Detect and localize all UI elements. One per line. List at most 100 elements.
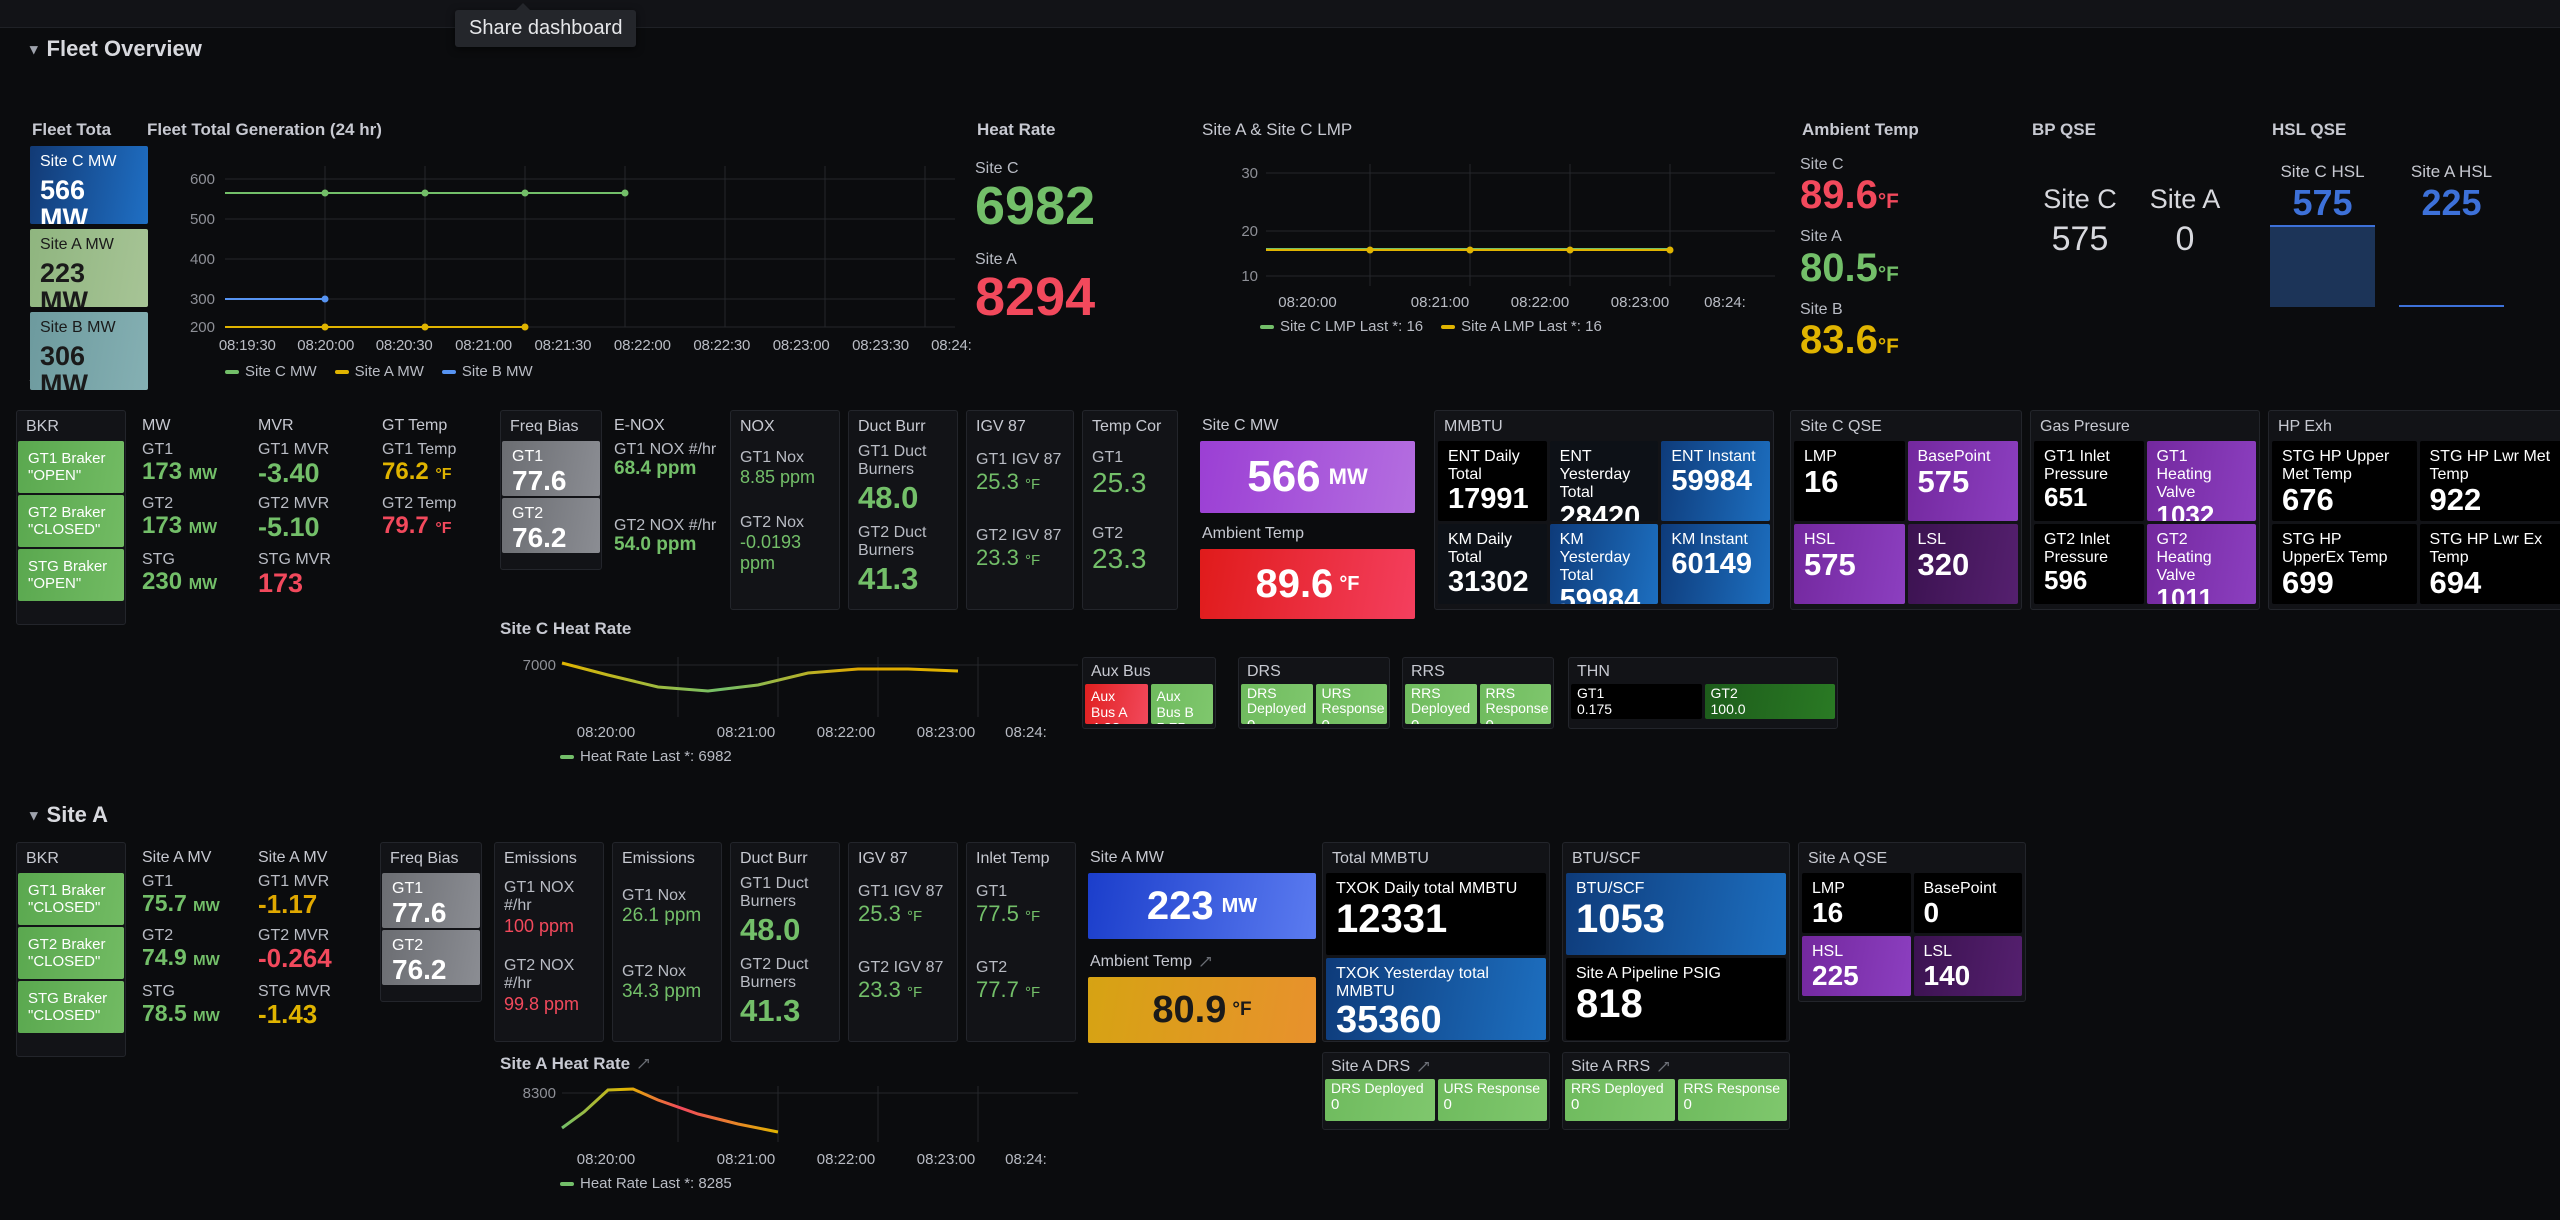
hp-upper-ex[interactable]: STG HP UpperEx Temp 699: [2272, 524, 2417, 604]
site-c-heat-rate-legend[interactable]: Heat Rate Last *: 6982: [498, 748, 1098, 765]
fleet-generation-legend[interactable]: Site C MW Site A MW Site B MW: [145, 363, 975, 380]
emis2-gt2[interactable]: GT2 Nox 34.3 ppm: [622, 963, 702, 1002]
qse-lmp[interactable]: LMP 16: [1802, 873, 1911, 933]
duct-gt1[interactable]: GT1 Duct Burners 48.0: [858, 443, 927, 515]
mmbtu-km-yesterday[interactable]: KM Yesterday Total 59984: [1549, 524, 1659, 604]
row-header-fleet-overview[interactable]: ▾ Fleet Overview: [0, 28, 2560, 68]
freq-gt1[interactable]: GT1 77.6: [382, 873, 480, 928]
enox-gt1[interactable]: GT1 NOX #/hr 68.4 ppm: [614, 441, 717, 480]
stat-tile-site-c-mw[interactable]: Site C MW 566 MW: [30, 146, 148, 224]
gttemp-gt2[interactable]: GT2 Temp 79.7 °F: [382, 495, 457, 540]
hp-upper-met[interactable]: STG HP Upper Met Temp 676: [2272, 441, 2417, 521]
bkr-gt2[interactable]: GT2 Braker "CLOSED": [18, 927, 124, 979]
emis1-gt1[interactable]: GT1 NOX #/hr 100 ppm: [504, 879, 575, 936]
bkr-gt2[interactable]: GT2 Braker "CLOSED": [18, 495, 124, 547]
mmbtu-km-daily[interactable]: KM Daily Total 31302: [1438, 524, 1547, 604]
row-header-site-a[interactable]: ▾ Site A: [0, 802, 2560, 834]
gas-gt1-inlet[interactable]: GT1 Inlet Pressure 651: [2034, 441, 2144, 521]
mvr-stg[interactable]: STG MVR -1.43: [258, 983, 331, 1030]
mmbtu-ent-instant[interactable]: ENT Instant 59984: [1661, 441, 1770, 521]
btuscf-value[interactable]: BTU/SCF 1053: [1566, 873, 1786, 955]
stat-site-c-mw[interactable]: 566 MW: [1200, 441, 1415, 513]
mvr-gt2[interactable]: GT2 MVR -0.264: [258, 927, 332, 974]
emis2-gt1[interactable]: GT1 Nox 26.1 ppm: [622, 887, 702, 926]
site-a-heat-rate-legend[interactable]: Heat Rate Last *: 8285: [498, 1175, 1098, 1192]
igv-gt1[interactable]: GT1 IGV 87 25.3 °F: [858, 883, 944, 926]
tempcorr-gt1[interactable]: GT1 25.3: [1092, 449, 1147, 498]
mmbtu-ent-yesterday[interactable]: ENT Yesterday Total 28420: [1549, 441, 1659, 521]
gas-gt1-valve[interactable]: GT1 Heating Valve 1032: [2146, 441, 2256, 521]
site-c-heat-rate-chart[interactable]: 7000: [498, 645, 1098, 725]
mmbtu-ent-daily[interactable]: ENT Daily Total 17991: [1438, 441, 1547, 521]
stat-site-a-mw[interactable]: 223 MW: [1088, 873, 1316, 939]
mw-stg[interactable]: STG 78.5 MW: [142, 983, 220, 1027]
panel-link-icon[interactable]: [1416, 1060, 1430, 1074]
aux-bus-a[interactable]: Aux Bus A4.23: [1085, 684, 1148, 724]
mvr-gt2[interactable]: GT2 MVR -5.10: [258, 495, 330, 543]
site-a-heat-rate-chart[interactable]: 8300: [498, 1080, 1098, 1150]
mw-gt2[interactable]: GT2 74.9 MW: [142, 927, 220, 971]
panel-link-icon[interactable]: [1198, 955, 1212, 969]
qse-lsl[interactable]: LSL 320: [1907, 524, 2018, 604]
panel-link-icon[interactable]: [1656, 1060, 1670, 1074]
nox-gt2[interactable]: GT2 Nox -0.0193 ppm: [740, 514, 805, 573]
qse-hsl[interactable]: HSL 225: [1802, 936, 1911, 996]
freq-gt2[interactable]: GT2 76.2: [502, 498, 600, 553]
duct-gt1[interactable]: GT1 Duct Burners 48.0: [740, 875, 809, 947]
inlet-gt1[interactable]: GT1 77.5 °F: [976, 883, 1041, 926]
thn-gt1[interactable]: GT1 0.175: [1571, 684, 1702, 719]
hsl-qse-site-c[interactable]: Site C HSL 575: [2270, 162, 2375, 307]
bp-qse-site-a[interactable]: Site A 0: [2140, 184, 2230, 259]
nox-gt1[interactable]: GT1 Nox 8.85 ppm: [740, 449, 816, 487]
fleet-generation-chart[interactable]: 600 500 400 300 200: [145, 146, 975, 336]
mmbtu-txok-daily[interactable]: TXOK Daily total MMBTU 12331: [1326, 873, 1546, 955]
mw-gt1[interactable]: GT1 75.7 MW: [142, 873, 220, 917]
mvr-gt1[interactable]: GT1 MVR -3.40: [258, 441, 330, 489]
inlet-gt2[interactable]: GT2 77.7 °F: [976, 959, 1041, 1002]
hsl-qse-site-a[interactable]: Site A HSL 225: [2399, 162, 2504, 307]
mmbtu-km-instant[interactable]: KM Instant 60149: [1661, 524, 1770, 604]
stat-tile-site-a-mw[interactable]: Site A MW 223 MW: [30, 229, 148, 307]
igv-gt2[interactable]: GT2 IGV 87 23.3 °F: [858, 959, 944, 1002]
gttemp-gt1[interactable]: GT1 Temp 76.2 °F: [382, 441, 457, 486]
qse-basepoint[interactable]: BasePoint 575: [1907, 441, 2018, 521]
mw-gt2[interactable]: GT2 173 MW: [142, 495, 218, 540]
aux-bus-b[interactable]: Aux Bus B5.75: [1150, 684, 1213, 724]
qse-basepoint[interactable]: BasePoint 0: [1913, 873, 2022, 933]
freq-gt2[interactable]: GT2 76.2: [382, 930, 480, 985]
mw-stg[interactable]: STG 230 MW: [142, 551, 218, 596]
bkr-gt1[interactable]: GT1 Braker "OPEN": [18, 441, 124, 493]
qse-lsl[interactable]: LSL 140: [1913, 936, 2022, 996]
pipeline-psig[interactable]: Site A Pipeline PSIG 818: [1566, 958, 1786, 1040]
stat-site-c-ambient[interactable]: 89.6 °F: [1200, 549, 1415, 619]
tempcorr-gt2[interactable]: GT2 23.3: [1092, 525, 1147, 574]
qse-lmp[interactable]: LMP 16: [1794, 441, 1905, 521]
lmp-chart[interactable]: 30 20 10: [1200, 146, 1790, 291]
mvr-gt1[interactable]: GT1 MVR -1.17: [258, 873, 330, 920]
hp-lwr-met[interactable]: STG HP Lwr Met Temp 922: [2419, 441, 2560, 521]
emis1-gt2[interactable]: GT2 NOX #/hr 99.8 ppm: [504, 956, 580, 1014]
hp-lwr-ex[interactable]: STG HP Lwr Ex Temp 694: [2419, 524, 2560, 604]
mvr-stg[interactable]: STG MVR 173: [258, 551, 331, 599]
qse-hsl[interactable]: HSL 575: [1794, 524, 1905, 604]
duct-gt2[interactable]: GT2 Duct Burners 41.3: [858, 523, 927, 596]
mw-gt1[interactable]: GT1 173 MW: [142, 441, 218, 486]
duct-gt2[interactable]: GT2 Duct Burners 41.3: [740, 955, 809, 1028]
bkr-stg[interactable]: STG Braker "OPEN": [18, 549, 124, 601]
stat-tile-site-b-mw[interactable]: Site B MW 306 MW: [30, 312, 148, 390]
enox-gt2[interactable]: GT2 NOX #/hr 54.0 ppm: [614, 517, 717, 556]
gas-gt2-inlet[interactable]: GT2 Inlet Pressure 596: [2034, 524, 2144, 604]
panel-link-icon[interactable]: [636, 1057, 650, 1071]
igv-gt2[interactable]: GT2 IGV 87 23.3 °F: [976, 527, 1062, 570]
gas-gt2-valve[interactable]: GT2 Heating Valve 1011: [2146, 524, 2256, 604]
bkr-gt1[interactable]: GT1 Braker "CLOSED": [18, 873, 124, 925]
lmp-legend[interactable]: Site C LMP Last *: 16 Site A LMP Last *:…: [1200, 318, 1790, 335]
bp-qse-site-c[interactable]: Site C 575: [2030, 184, 2130, 259]
